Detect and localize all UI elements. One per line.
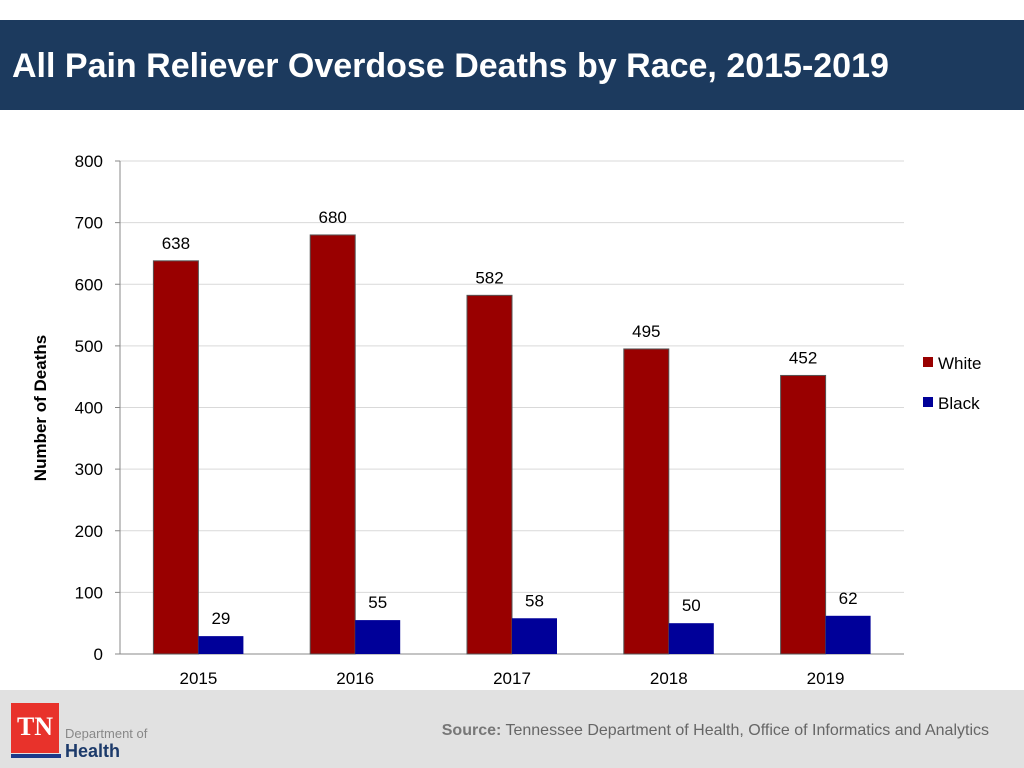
x-tick-label: 2017 — [493, 669, 531, 688]
legend-label: White — [938, 354, 981, 373]
data-label: 50 — [682, 596, 701, 615]
data-label: 638 — [162, 234, 190, 253]
x-tick-label: 2015 — [179, 669, 217, 688]
title-bar — [0, 20, 1024, 110]
source-text: Tennessee Department of Health, Office o… — [505, 722, 989, 739]
data-label: 55 — [368, 593, 387, 612]
bar-black — [198, 636, 244, 654]
source-label: Source: — [441, 722, 502, 739]
y-tick-label: 500 — [75, 337, 103, 356]
y-tick-label: 300 — [75, 460, 103, 479]
bar-white — [152, 260, 199, 655]
bar-white — [623, 348, 670, 655]
footer — [0, 690, 1024, 768]
y-tick-label: 600 — [75, 275, 103, 294]
legend-label: Black — [938, 394, 980, 413]
bar-white — [466, 294, 513, 655]
data-label: 582 — [475, 268, 503, 287]
logo-tn: TN — [17, 712, 53, 741]
bar-black — [825, 615, 871, 654]
tn-health-logo: TN Department of Health — [11, 703, 148, 761]
data-label: 58 — [525, 591, 544, 610]
y-axis-label: Number of Deaths — [31, 335, 50, 481]
x-tick-label: 2016 — [336, 669, 374, 688]
y-tick-label: 800 — [75, 152, 103, 171]
bar-white — [309, 234, 356, 655]
legend-swatch-black — [923, 397, 933, 407]
page-title: All Pain Reliever Overdose Deaths by Rac… — [12, 47, 889, 85]
bar-chart: 0 100 200 300 400 500 600 700 800 2015 638 29 2016 68… — [31, 152, 981, 688]
data-label: 29 — [211, 609, 230, 628]
source-note: Source: Tennessee Department of Health, … — [442, 722, 989, 740]
bar-black — [512, 618, 557, 654]
y-tick-label: 400 — [75, 399, 103, 418]
x-tick-label: 2018 — [650, 669, 688, 688]
y-tick-label: 200 — [75, 522, 103, 541]
bar-black — [668, 623, 714, 654]
data-label: 452 — [789, 348, 817, 367]
data-label: 495 — [632, 322, 660, 341]
y-tick-label: 0 — [94, 645, 103, 664]
x-tick-label: 2019 — [807, 669, 845, 688]
logo-line1: Department of — [65, 726, 148, 741]
data-label: 680 — [319, 208, 347, 227]
bar-white — [780, 374, 827, 655]
logo-line2: Health — [65, 741, 120, 761]
data-label: 62 — [839, 589, 858, 608]
y-tick-label: 700 — [75, 214, 103, 233]
bar-black — [355, 620, 401, 654]
legend-swatch-white — [923, 357, 933, 367]
y-tick-label: 100 — [75, 583, 103, 602]
